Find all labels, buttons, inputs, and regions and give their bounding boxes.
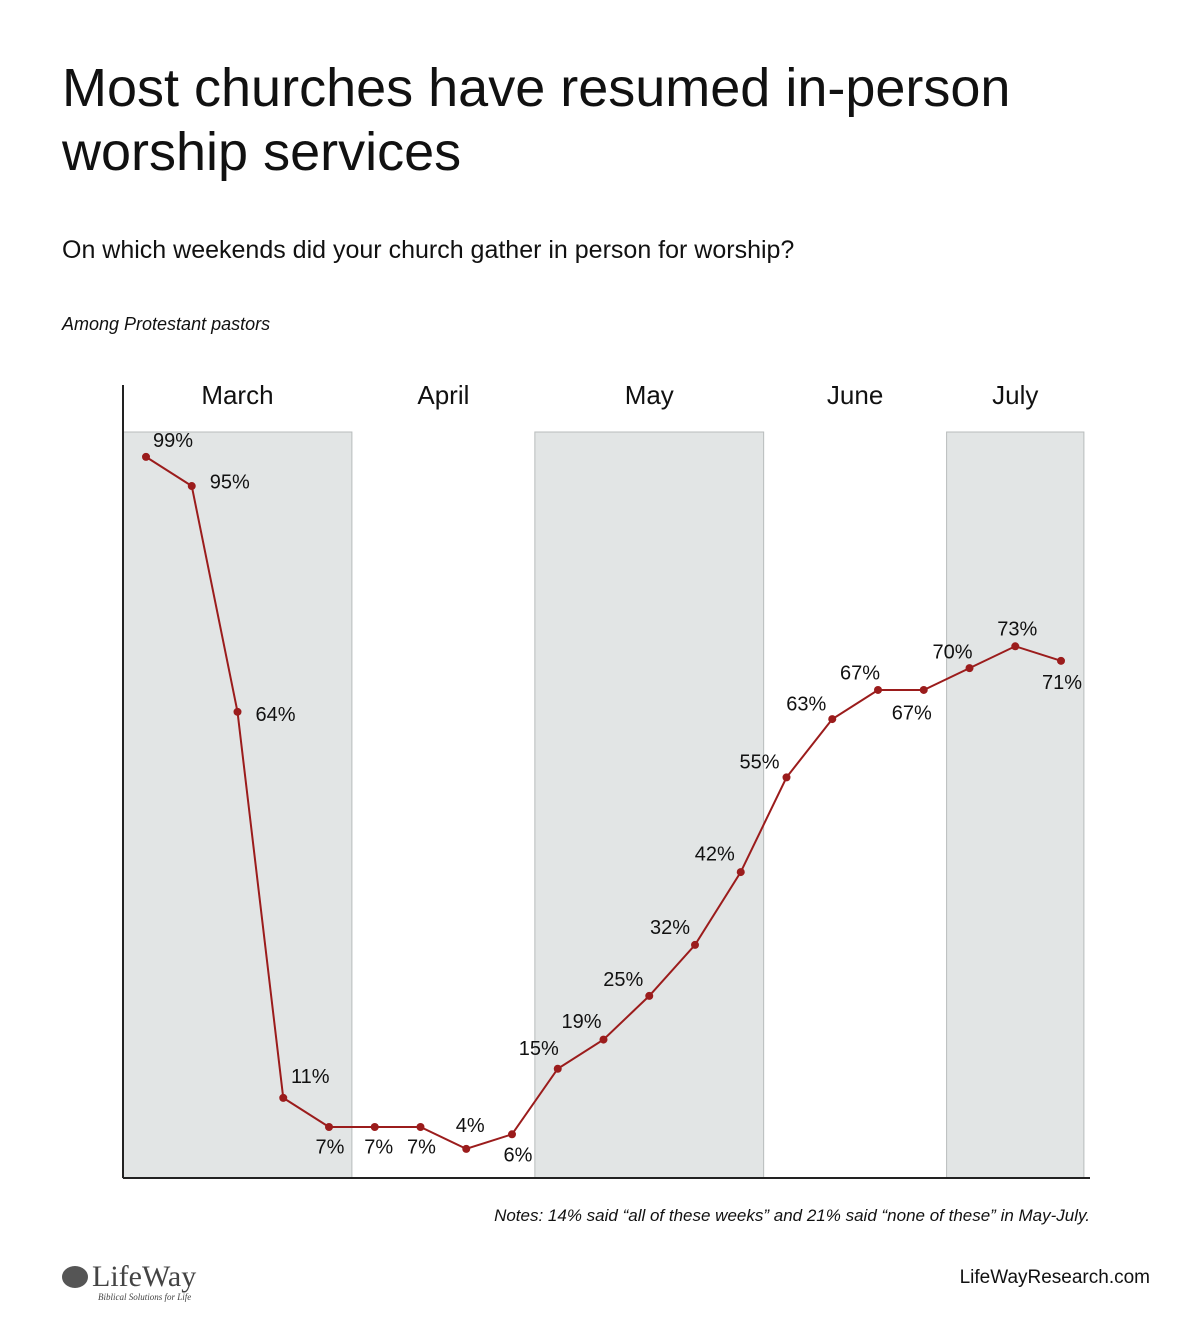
data-point <box>142 452 150 461</box>
month-label: April <box>417 380 469 410</box>
logo: LifeWay Biblical Solutions for Life <box>62 1262 196 1302</box>
month-band <box>122 431 353 1179</box>
data-point <box>1057 656 1065 665</box>
data-point <box>462 1144 471 1153</box>
value-label: 32% <box>650 917 690 939</box>
data-point <box>599 1035 608 1044</box>
data-point <box>874 685 882 694</box>
data-point <box>508 1130 516 1139</box>
value-label: 19% <box>561 1011 601 1033</box>
data-point <box>233 707 242 716</box>
data-point <box>736 868 745 877</box>
chart-title: Most churches have resumed in-person wor… <box>62 58 1011 182</box>
data-point <box>187 482 196 491</box>
value-label: 55% <box>739 752 779 774</box>
value-label: 70% <box>932 641 972 663</box>
month-band <box>946 431 1085 1179</box>
value-label: 6% <box>504 1145 533 1167</box>
value-label: 67% <box>892 702 932 724</box>
value-label: 7% <box>364 1136 393 1158</box>
data-point <box>1011 642 1020 651</box>
month-label: June <box>827 380 883 410</box>
source: LifeWayResearch.com <box>959 1267 1150 1288</box>
month-label: May <box>625 380 674 410</box>
value-label: 7% <box>407 1136 436 1158</box>
data-point <box>645 991 654 1000</box>
value-label: 95% <box>210 471 250 493</box>
month-band <box>534 431 765 1179</box>
data-point <box>279 1093 288 1102</box>
month-label: July <box>992 380 1038 410</box>
value-label: 67% <box>840 662 880 684</box>
value-label: 99% <box>153 430 193 452</box>
data-point <box>691 940 699 949</box>
data-point <box>553 1064 562 1073</box>
value-label: 73% <box>997 619 1037 641</box>
value-label: 64% <box>255 704 295 726</box>
value-label: 25% <box>603 969 643 991</box>
value-label: 15% <box>519 1038 559 1060</box>
data-point <box>370 1123 379 1132</box>
data-point <box>919 685 928 694</box>
value-label: 4% <box>456 1115 485 1137</box>
data-point <box>782 773 791 782</box>
data-point <box>325 1123 333 1132</box>
value-label: 63% <box>786 693 826 715</box>
value-label: 11% <box>291 1066 330 1088</box>
value-label: 42% <box>695 843 735 865</box>
logo-icon <box>62 1266 88 1288</box>
chart-subtitle: On which weekends did your church gather… <box>62 236 795 264</box>
logo-tagline: Biblical Solutions for Life <box>98 1292 192 1302</box>
data-point <box>416 1123 425 1132</box>
value-label: 71% <box>1042 672 1082 694</box>
population-note: Among Protestant pastors <box>62 314 271 334</box>
data-point <box>828 715 837 724</box>
logo-name: LifeWay <box>92 1260 197 1293</box>
month-label: March <box>201 380 273 410</box>
data-point <box>965 664 974 673</box>
notes: Notes: 14% said “all of these weeks” and… <box>494 1206 1090 1225</box>
value-label: 7% <box>316 1136 345 1158</box>
